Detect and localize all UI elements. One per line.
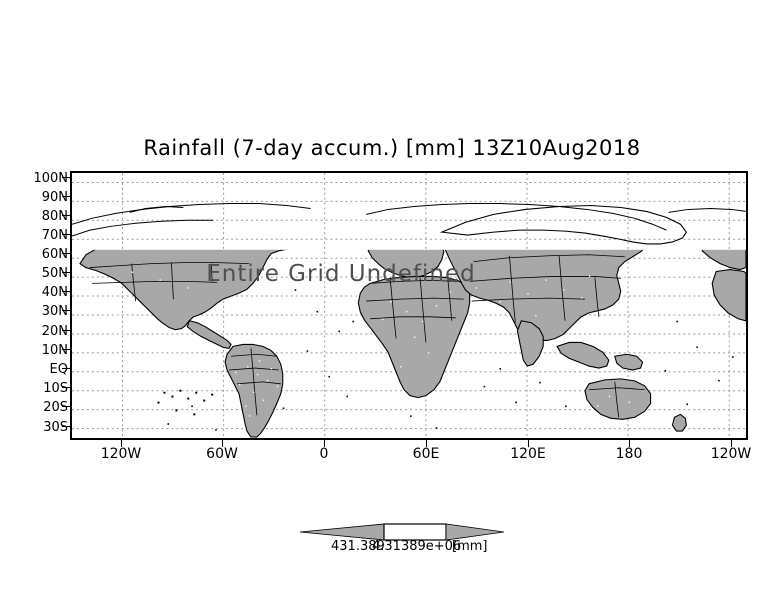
y-tick bbox=[62, 234, 70, 235]
x-tick bbox=[426, 440, 427, 447]
y-axis-label: 20S bbox=[43, 400, 68, 415]
map-inner: Entire Grid Undefined bbox=[72, 173, 746, 438]
coastal-noise bbox=[157, 389, 214, 416]
x-tick bbox=[324, 440, 325, 447]
y-axis-label: 100N bbox=[33, 171, 68, 186]
y-tick bbox=[62, 310, 70, 311]
y-tick bbox=[62, 406, 70, 407]
world-map-svg bbox=[72, 173, 746, 438]
x-tick bbox=[731, 440, 732, 447]
y-tick bbox=[62, 330, 70, 331]
y-tick bbox=[62, 272, 70, 273]
landmass-asia bbox=[442, 216, 649, 340]
colorbar-body bbox=[383, 523, 447, 541]
y-tick bbox=[62, 215, 70, 216]
x-axis-label: 60E bbox=[412, 446, 440, 462]
x-axis-label: 120W bbox=[100, 446, 142, 462]
y-tick bbox=[62, 177, 70, 178]
colorbar-left-cap bbox=[300, 523, 385, 541]
arctic-coastlines bbox=[72, 203, 746, 237]
x-tick bbox=[528, 440, 529, 447]
landmass-new-zealand bbox=[672, 414, 686, 431]
y-axis-label: 60N bbox=[41, 247, 68, 262]
y-tick bbox=[62, 426, 70, 427]
y-axis-label: 10N bbox=[41, 343, 68, 358]
ocean-noise bbox=[167, 289, 734, 431]
y-tick bbox=[62, 253, 70, 254]
x-axis-label: 60W bbox=[206, 446, 238, 462]
colorbar-max-label: 4.31389e+06 bbox=[372, 539, 462, 554]
colorbar-right-cap bbox=[445, 523, 504, 541]
landmass-wrap-east bbox=[702, 232, 746, 321]
y-tick bbox=[62, 291, 70, 292]
y-axis-label: 10S bbox=[43, 381, 68, 396]
y-tick bbox=[62, 349, 70, 350]
x-tick bbox=[629, 440, 630, 447]
landmass-europe bbox=[368, 232, 444, 277]
y-axis-label: EQ bbox=[49, 362, 68, 377]
y-axis-label: 30S bbox=[43, 420, 68, 435]
x-axis-label: 0 bbox=[319, 446, 329, 462]
y-axis-label: 50N bbox=[41, 266, 68, 281]
landmass-south-america bbox=[225, 344, 283, 437]
page-title: Rainfall (7-day accum.) [mm] 13Z10Aug201… bbox=[143, 136, 641, 160]
map-plot-area[interactable]: Entire Grid Undefined bbox=[70, 171, 748, 440]
landmass-india bbox=[517, 321, 543, 366]
landmass-southeast-asia bbox=[557, 342, 642, 370]
y-axis-label: 90N bbox=[41, 190, 68, 205]
colorbar-min-label: 431.389 bbox=[331, 539, 385, 554]
colorbar-svg bbox=[300, 523, 504, 541]
y-tick bbox=[62, 387, 70, 388]
y-axis-label: 20N bbox=[41, 324, 68, 339]
landmass-north-america bbox=[80, 229, 315, 329]
y-axis-label: 30N bbox=[41, 304, 68, 319]
y-tick bbox=[62, 368, 70, 369]
landmass-australia bbox=[585, 379, 651, 419]
y-axis-label: 80N bbox=[41, 209, 68, 224]
x-axis-label: 180 bbox=[615, 446, 643, 462]
x-tick bbox=[222, 440, 223, 447]
x-axis-label: 120E bbox=[510, 446, 546, 462]
x-axis-label: 120W bbox=[710, 446, 752, 462]
x-tick bbox=[121, 440, 122, 447]
landmass-central-america bbox=[187, 321, 231, 349]
landmass-siberia bbox=[439, 204, 688, 245]
colorbar-unit-label: [mm] bbox=[452, 539, 488, 554]
data-speckle bbox=[115, 271, 631, 417]
y-axis-label: 70N bbox=[41, 228, 68, 243]
y-tick bbox=[62, 196, 70, 197]
y-axis-label: 40N bbox=[41, 285, 68, 300]
colorbar[interactable] bbox=[300, 520, 504, 564]
